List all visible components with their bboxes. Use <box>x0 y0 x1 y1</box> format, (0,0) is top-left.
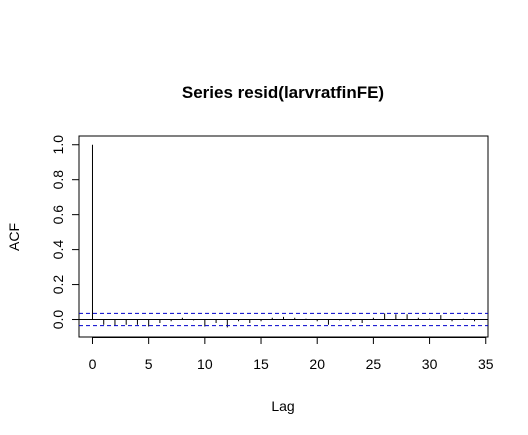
y-tick-label: 1.0 <box>50 135 66 155</box>
x-axis-label: Lag <box>271 398 294 414</box>
x-axis: 0 5 10 15 20 25 30 35 <box>89 337 494 372</box>
y-axis: 0.0 0.2 0.4 0.6 0.8 1.0 <box>50 135 80 330</box>
x-tick-label: 0 <box>89 356 97 372</box>
y-tick-label: 0.6 <box>50 205 66 225</box>
x-tick-label: 5 <box>145 356 153 372</box>
x-tick-label: 10 <box>197 356 213 372</box>
confidence-bounds <box>79 312 488 327</box>
plot-frame <box>78 135 489 338</box>
x-tick-label: 30 <box>422 356 438 372</box>
y-axis-label: ACF <box>6 223 22 251</box>
acf-bars <box>79 144 488 328</box>
y-tick-label: 0.4 <box>50 240 66 260</box>
y-tick-label: 0.8 <box>50 170 66 190</box>
x-tick-label: 25 <box>366 356 382 372</box>
chart-title: Series resid(larvratfinFE) <box>182 83 384 102</box>
x-tick-label: 20 <box>309 356 325 372</box>
x-tick-label: 15 <box>253 356 269 372</box>
x-tick-label: 35 <box>478 356 494 372</box>
y-tick-label: 0.2 <box>50 275 66 295</box>
y-tick-label: 0.0 <box>50 310 66 330</box>
